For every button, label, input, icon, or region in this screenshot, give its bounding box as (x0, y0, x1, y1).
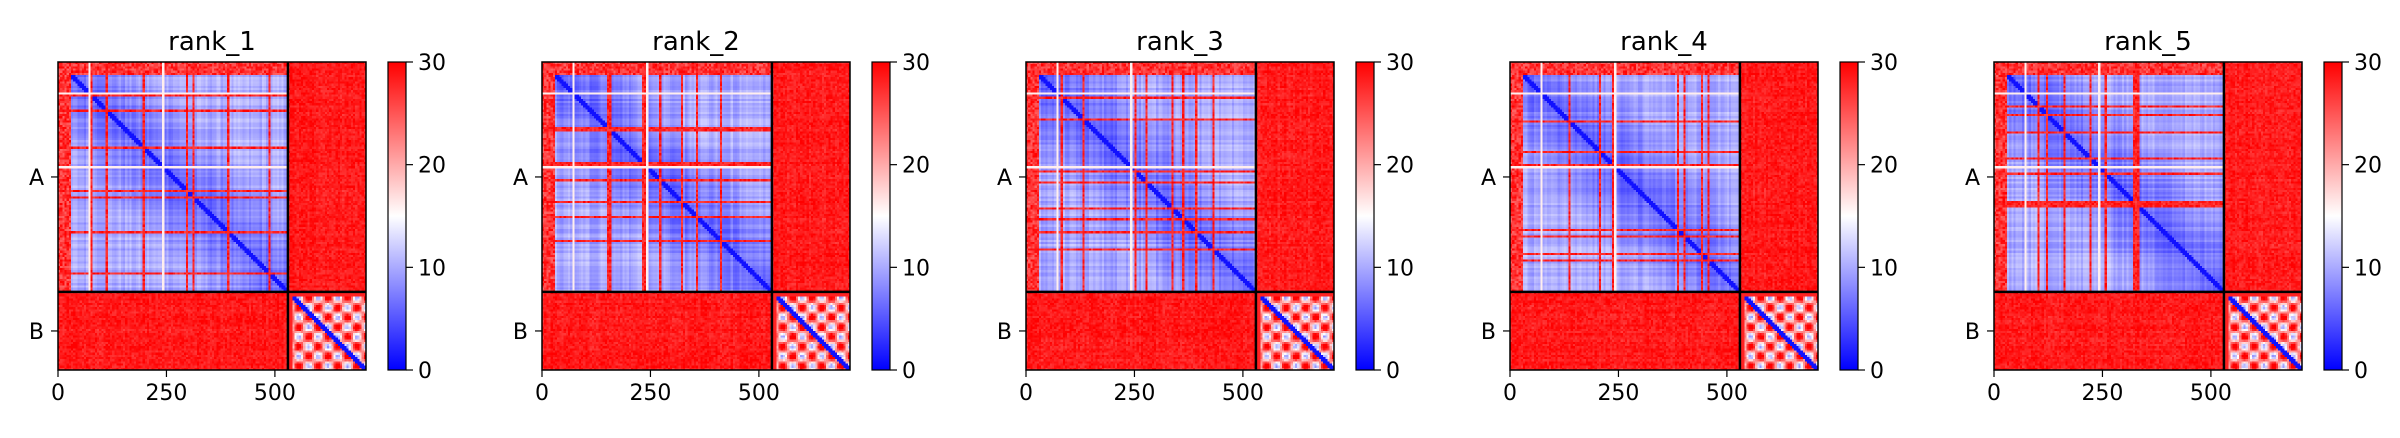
heatmap-image (1510, 62, 1818, 370)
panel-title: rank_5 (2104, 27, 2192, 57)
chain-label-B: B (1481, 320, 1496, 345)
x-tick-label: 250 (629, 381, 671, 406)
chain-label-B: B (1965, 320, 1980, 345)
x-tick-label: 0 (535, 381, 549, 406)
colorbar (2323, 61, 2343, 371)
colorbar-tick-label: 20 (1386, 154, 1414, 179)
x-tick-label: 0 (1019, 381, 1033, 406)
chain-label-A: A (513, 166, 528, 191)
panel-title: rank_3 (1136, 27, 1224, 57)
colorbar-tick-label: 0 (2354, 359, 2368, 384)
colorbar-tick-label: 10 (902, 256, 930, 281)
chain-label-A: A (1965, 166, 1980, 191)
colorbar-tick-label: 0 (418, 359, 432, 384)
colorbar-tick-label: 30 (1386, 51, 1414, 76)
x-tick-label: 0 (51, 381, 65, 406)
heatmap-panel-3: rank_3 0 250 500 A B 0 10 20 30 (997, 27, 1414, 406)
colorbar-tick-label: 0 (1870, 359, 1884, 384)
chain-label-A: A (997, 166, 1012, 191)
colorbar-tick-label: 10 (418, 256, 446, 281)
x-tick-label: 500 (2190, 381, 2232, 406)
heatmap-image (1026, 62, 1334, 370)
heatmap-panel-2: rank_2 0 250 500 A B 0 10 20 30 (513, 27, 930, 406)
chain-label-B: B (997, 320, 1012, 345)
colorbar-tick-label: 30 (418, 51, 446, 76)
colorbar-tick-label: 20 (2354, 154, 2382, 179)
heatmap-panel-5: rank_5 0 250 500 A B 0 10 20 30 (1965, 27, 2382, 406)
colorbar (1839, 61, 1859, 371)
x-tick-label: 500 (738, 381, 780, 406)
colorbar (871, 61, 891, 371)
axes-frame (1993, 61, 2303, 371)
heatmap-image (58, 62, 366, 370)
colorbar-tick-label: 30 (902, 51, 930, 76)
heatmap-panel-1: rank_1 0 250 500 A B 0 10 20 30 (29, 27, 446, 406)
colorbar-tick-label: 10 (2354, 256, 2382, 281)
chain-label-A: A (1481, 166, 1496, 191)
colorbar-tick-label: 10 (1386, 256, 1414, 281)
colorbar-tick-label: 20 (1870, 154, 1898, 179)
colorbar-tick-label: 10 (1870, 256, 1898, 281)
x-tick-label: 0 (1503, 381, 1517, 406)
colorbar (387, 61, 407, 371)
x-tick-label: 0 (1987, 381, 2001, 406)
colorbar-tick-label: 0 (1386, 359, 1400, 384)
colorbar-tick-label: 30 (2354, 51, 2382, 76)
x-tick-label: 250 (2081, 381, 2123, 406)
panel-title: rank_4 (1620, 27, 1708, 57)
heatmap-image (542, 62, 850, 370)
axes-frame (1025, 61, 1335, 371)
x-tick-label: 250 (1113, 381, 1155, 406)
x-tick-label: 250 (1597, 381, 1639, 406)
chain-label-B: B (29, 320, 44, 345)
axes-frame (541, 61, 851, 371)
colorbar (1355, 61, 1375, 371)
x-tick-label: 250 (145, 381, 187, 406)
axes-frame (57, 61, 367, 371)
chain-label-A: A (29, 166, 44, 191)
colorbar-tick-label: 0 (902, 359, 916, 384)
heatmap-image (1994, 62, 2302, 370)
chain-label-B: B (513, 320, 528, 345)
panel-title: rank_2 (652, 27, 740, 57)
x-tick-label: 500 (1706, 381, 1748, 406)
colorbar-tick-label: 20 (418, 154, 446, 179)
axes-frame (1509, 61, 1819, 371)
panel-title: rank_1 (168, 27, 256, 57)
heatmap-panel-4: rank_4 0 250 500 A B 0 10 20 30 (1481, 27, 1898, 406)
x-tick-label: 500 (1222, 381, 1264, 406)
colorbar-tick-label: 20 (902, 154, 930, 179)
colorbar-tick-label: 30 (1870, 51, 1898, 76)
x-tick-label: 500 (254, 381, 296, 406)
